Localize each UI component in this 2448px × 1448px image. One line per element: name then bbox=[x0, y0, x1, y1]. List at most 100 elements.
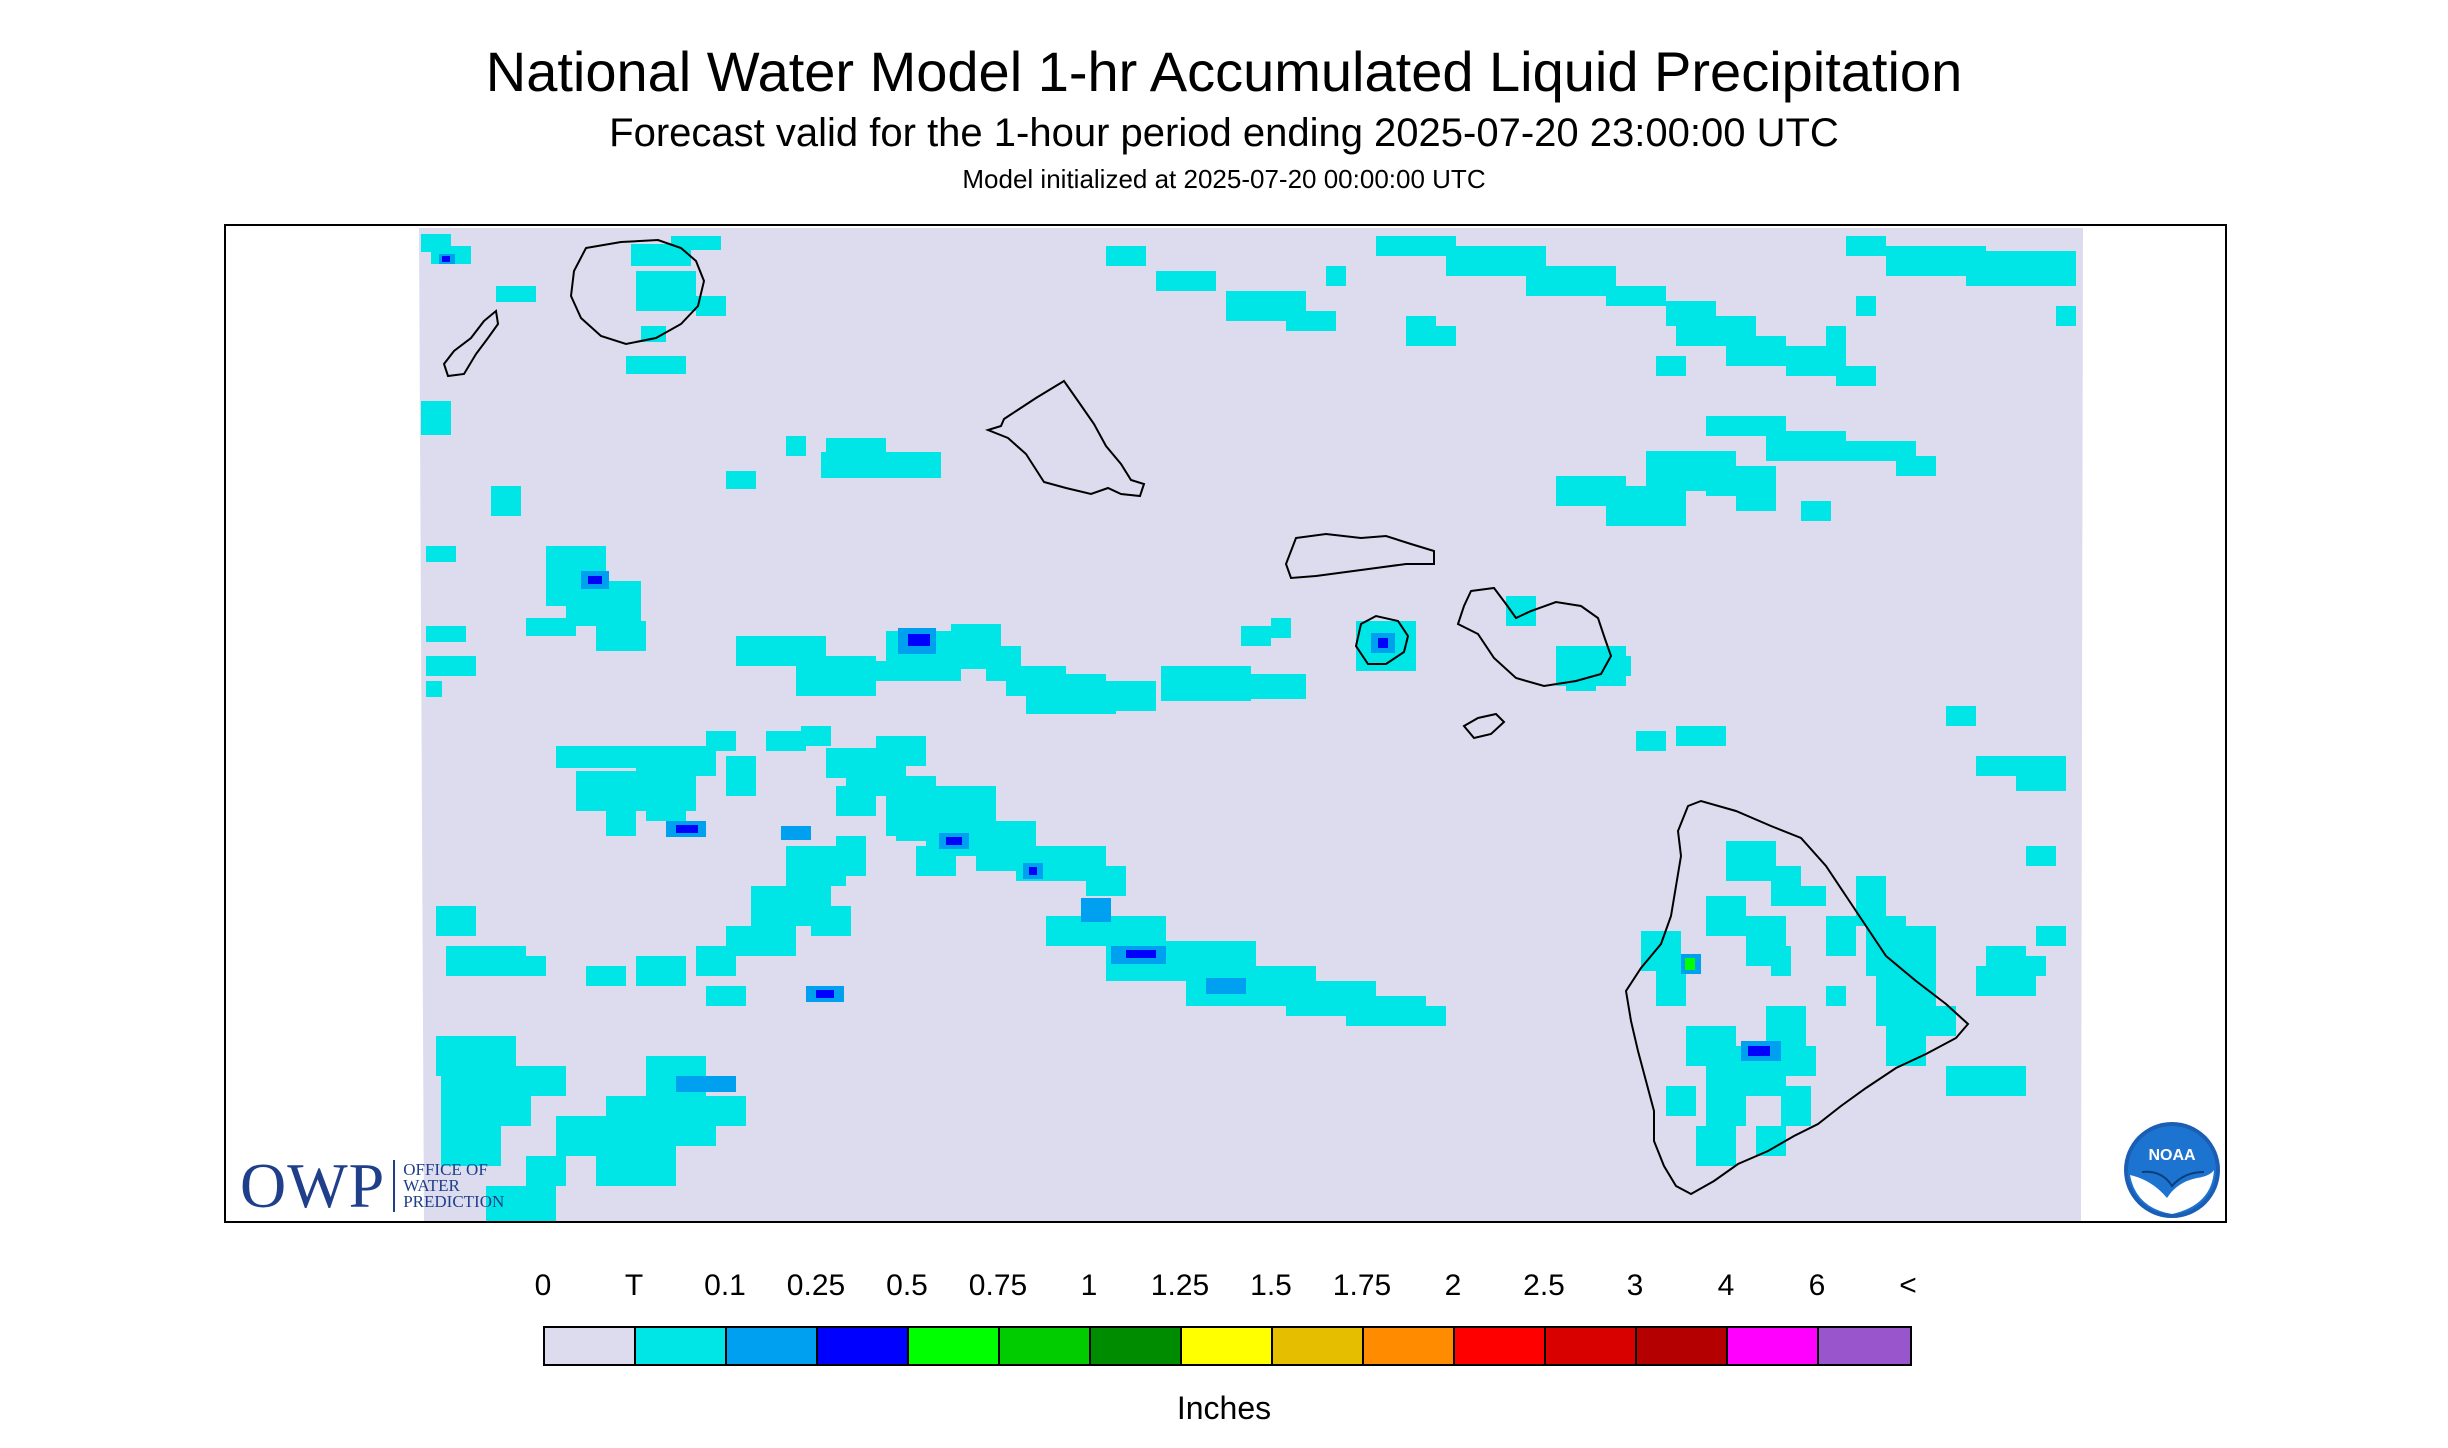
precip-cell bbox=[1846, 236, 1886, 256]
precip-cell bbox=[1946, 706, 1976, 726]
owp-logo-line: PREDICTION bbox=[403, 1194, 504, 1210]
owp-logo-mark: OWP bbox=[240, 1156, 385, 1216]
precip-cell bbox=[1081, 898, 1111, 922]
precip-cell bbox=[436, 906, 476, 936]
legend-tick-label: 6 bbox=[1809, 1268, 1826, 1304]
precip-cell bbox=[1676, 726, 1726, 746]
precip-cell bbox=[1656, 356, 1686, 376]
precip-cell bbox=[836, 786, 876, 816]
legend-swatch bbox=[1637, 1328, 1728, 1364]
legend-units: Inches bbox=[0, 1390, 2448, 1426]
precip-cell bbox=[1756, 1126, 1786, 1156]
precip-cell bbox=[876, 661, 916, 681]
precip-cell bbox=[916, 846, 956, 876]
precip-cell bbox=[446, 946, 526, 976]
precip-cell bbox=[1896, 456, 1936, 476]
precip-cell bbox=[1896, 926, 1936, 966]
precip-cell bbox=[1786, 886, 1826, 906]
precip-cell bbox=[1766, 431, 1846, 461]
precip-cell bbox=[1706, 896, 1746, 936]
precip-cell bbox=[586, 966, 626, 986]
precip-cell bbox=[781, 826, 811, 840]
legend-tick-label: 0.5 bbox=[886, 1268, 928, 1304]
legend-swatch bbox=[727, 1328, 818, 1364]
precip-cell bbox=[1781, 1086, 1811, 1126]
precip-cell bbox=[1726, 841, 1776, 881]
precip-cell bbox=[1126, 950, 1156, 958]
legend-tick-label: 3 bbox=[1627, 1268, 1644, 1304]
legend-swatch bbox=[1000, 1328, 1091, 1364]
legend-tick-label: T bbox=[625, 1268, 643, 1304]
legend-swatch bbox=[1182, 1328, 1273, 1364]
precip-cell bbox=[946, 837, 962, 845]
precip-cell bbox=[1696, 1126, 1736, 1166]
precip-cell bbox=[1736, 481, 1776, 511]
precip-cell bbox=[2026, 846, 2056, 866]
legend-swatch bbox=[1455, 1328, 1546, 1364]
precip-cell bbox=[1029, 867, 1037, 875]
precip-cell bbox=[596, 1146, 676, 1186]
precip-cell bbox=[626, 356, 686, 374]
precip-cell bbox=[1606, 286, 1666, 306]
precip-cell bbox=[1826, 326, 1846, 346]
precip-cell bbox=[1946, 1066, 2026, 1096]
precip-cell bbox=[1686, 1026, 1736, 1066]
precip-cell bbox=[526, 1066, 566, 1096]
precip-cell bbox=[706, 1096, 746, 1126]
precip-cell bbox=[1156, 271, 1216, 291]
owp-logo-text: OFFICE OF WATER PREDICTION bbox=[403, 1162, 504, 1210]
legend-swatch bbox=[1364, 1328, 1455, 1364]
legend-swatch bbox=[636, 1328, 727, 1364]
precip-cell bbox=[1606, 506, 1646, 526]
precip-cell bbox=[441, 1066, 531, 1126]
precip-cell bbox=[676, 825, 698, 833]
precip-cell bbox=[1161, 666, 1251, 701]
precip-cell bbox=[1826, 916, 1856, 956]
precip-cell bbox=[696, 946, 736, 976]
precip-cell bbox=[1726, 336, 1786, 366]
precip-cell bbox=[1966, 251, 2076, 286]
precip-cell bbox=[1641, 931, 1681, 971]
legend-tick-label: 4 bbox=[1718, 1268, 1735, 1304]
precip-cell bbox=[421, 401, 451, 435]
precip-cell bbox=[1526, 266, 1616, 296]
precip-cell bbox=[1886, 1026, 1926, 1066]
precip-cell bbox=[786, 436, 806, 456]
legend-tick-label: 0.25 bbox=[787, 1268, 845, 1304]
legend-swatch bbox=[1273, 1328, 1364, 1364]
precip-cell bbox=[636, 956, 686, 986]
precip-cell bbox=[1406, 1006, 1446, 1026]
precip-cell bbox=[2056, 306, 2076, 326]
precip-cell bbox=[1286, 311, 1336, 331]
legend-tick-label: 1.5 bbox=[1250, 1268, 1292, 1304]
owp-logo: OWP OFFICE OF WATER PREDICTION bbox=[240, 1156, 504, 1216]
precip-cell bbox=[646, 801, 686, 821]
precip-cell bbox=[1086, 866, 1126, 896]
precip-cell bbox=[821, 452, 941, 478]
legend-tick-labels: 0 T 0.1 0.25 0.5 0.75 1 1.25 1.5 1.75 2 2.5 3 4 6 < bbox=[0, 1268, 2448, 1308]
precip-cell bbox=[1786, 1046, 1816, 1076]
model-init-text: Model initialized at 2025-07-20 00:00:00… bbox=[0, 164, 2448, 194]
precip-cell bbox=[526, 618, 576, 636]
legend-swatch bbox=[545, 1328, 636, 1364]
precip-cell bbox=[1856, 296, 1876, 316]
legend-swatch bbox=[1546, 1328, 1637, 1364]
precip-cell bbox=[1206, 978, 1246, 994]
map-canvas bbox=[226, 226, 2227, 1223]
precip-cell bbox=[1636, 731, 1666, 751]
precip-cell bbox=[1106, 246, 1146, 266]
legend-tick-label: 1 bbox=[1081, 1268, 1098, 1304]
precip-cell bbox=[726, 756, 756, 796]
precipitation-map: OWP OFFICE OF WATER PREDICTION NOAA bbox=[224, 224, 2227, 1223]
chart-title: National Water Model 1-hr Accumulated Li… bbox=[0, 40, 2448, 104]
legend-swatch bbox=[818, 1328, 909, 1364]
precip-cell bbox=[1836, 366, 1876, 386]
precip-cell bbox=[1271, 618, 1291, 638]
legend-swatch bbox=[909, 1328, 1000, 1364]
precip-cell bbox=[766, 731, 806, 751]
precip-cell bbox=[1748, 1046, 1770, 1056]
legend-tick-label: 0.75 bbox=[969, 1268, 1027, 1304]
precip-cell bbox=[1906, 1006, 1936, 1026]
legend-colorbar bbox=[543, 1326, 1912, 1366]
precip-cell bbox=[676, 1076, 736, 1092]
